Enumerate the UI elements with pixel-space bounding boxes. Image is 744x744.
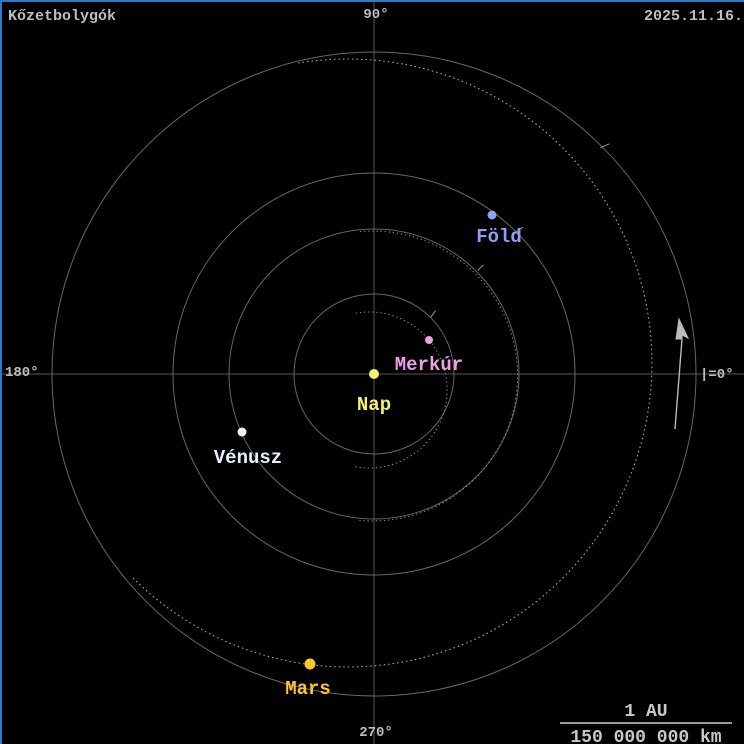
svg-text:1 AU: 1 AU — [624, 702, 667, 722]
svg-text:180°: 180° — [5, 365, 39, 381]
svg-text:2025.11.16.: 2025.11.16. — [644, 8, 743, 25]
svg-text:270°: 270° — [359, 725, 393, 741]
svg-text:Merkúr: Merkúr — [395, 354, 463, 376]
svg-text:Nap: Nap — [357, 394, 391, 416]
svg-text:90°: 90° — [363, 7, 388, 23]
svg-text:Mars: Mars — [285, 678, 331, 700]
svg-text:Föld: Föld — [476, 226, 522, 248]
svg-text:Kőzetbolygók: Kőzetbolygók — [8, 8, 116, 25]
svg-text:Vénusz: Vénusz — [214, 447, 282, 469]
svg-text:150 000 000 km: 150 000 000 km — [570, 728, 721, 744]
svg-text:|=0°: |=0° — [700, 367, 734, 383]
